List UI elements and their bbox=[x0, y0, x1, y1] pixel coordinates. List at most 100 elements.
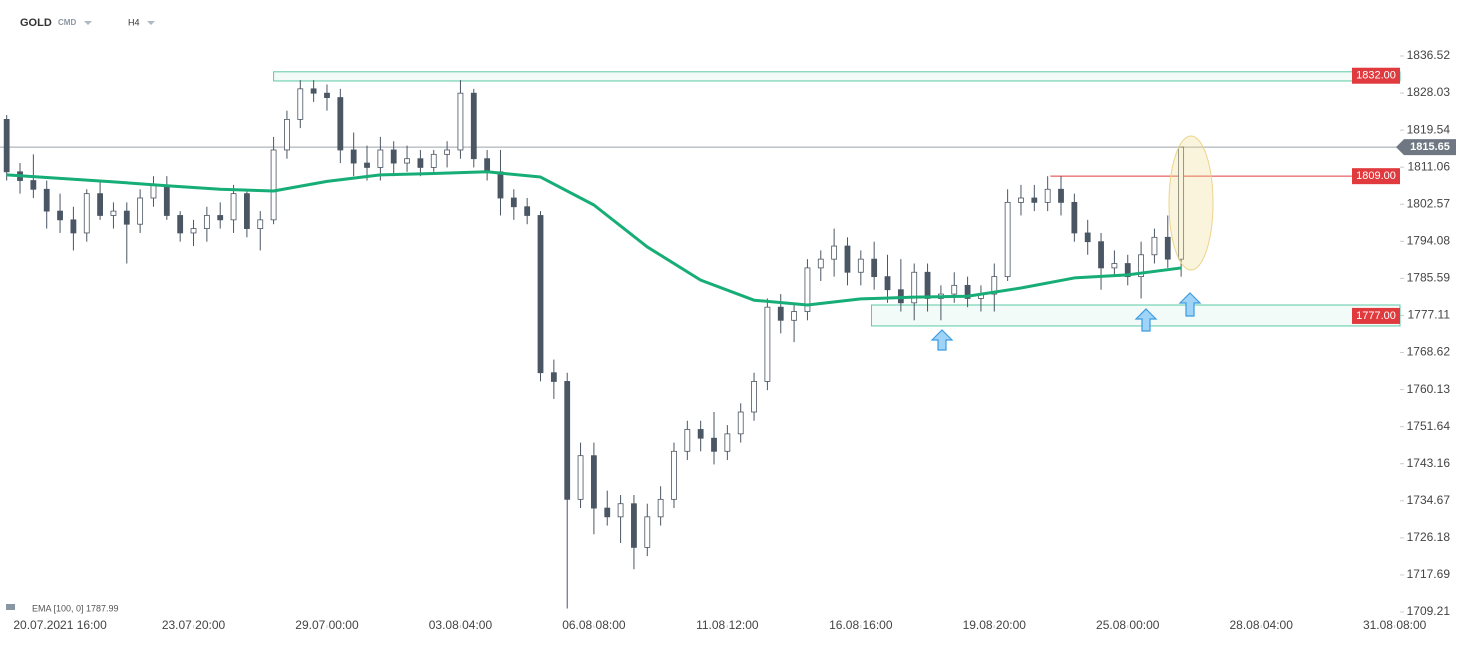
x-tick-label: 23.07 20:00 bbox=[162, 618, 226, 632]
candle-body bbox=[310, 88, 317, 94]
candle-body bbox=[284, 118, 290, 151]
candle-body bbox=[737, 411, 744, 435]
candle-body bbox=[871, 258, 878, 278]
candle-body bbox=[203, 215, 210, 229]
indicator-label: EMA [100, 0] 1787.99 bbox=[32, 603, 119, 613]
highlight bbox=[1168, 135, 1214, 271]
candle-body bbox=[697, 429, 704, 439]
level-label: 1777.00 bbox=[1356, 310, 1396, 322]
candle-body bbox=[1018, 197, 1024, 203]
candle-body bbox=[364, 162, 370, 168]
candle-body bbox=[1031, 197, 1038, 203]
candle-body bbox=[497, 171, 504, 199]
candle-body bbox=[991, 276, 998, 295]
y-tick-label: 1785.59 bbox=[1407, 271, 1451, 285]
dropdown-arrow[interactable] bbox=[147, 21, 155, 25]
candle-body bbox=[684, 429, 691, 452]
candle-body bbox=[604, 507, 611, 518]
candle-body bbox=[1084, 232, 1091, 243]
candle-body bbox=[350, 149, 357, 164]
candle-body bbox=[404, 158, 410, 164]
x-tick-label: 28.08 04:00 bbox=[1229, 618, 1293, 632]
candle-body bbox=[390, 149, 397, 164]
level-label: 1832.00 bbox=[1356, 70, 1396, 82]
candle-body bbox=[337, 97, 344, 151]
candle-body bbox=[43, 188, 50, 212]
candle-body bbox=[3, 118, 10, 173]
candle-body bbox=[484, 158, 491, 173]
y-tick-label: 1726.18 bbox=[1407, 530, 1451, 544]
zone bbox=[870, 304, 1401, 327]
plot-area: 1836.52 1828.03 1819.54 1811.06 1802.57 1794.… bbox=[0, 48, 1456, 632]
symbol[interactable]: GOLD bbox=[20, 17, 52, 29]
timeframe[interactable]: H4 bbox=[128, 17, 140, 27]
candle-body bbox=[377, 149, 384, 168]
x-tick-label: 31.08 08:00 bbox=[1363, 618, 1427, 632]
up-arrow bbox=[1178, 292, 1202, 317]
candle-body bbox=[177, 215, 184, 234]
candle-body bbox=[764, 306, 771, 382]
candle-body bbox=[751, 381, 757, 413]
y-tick-label: 1794.08 bbox=[1407, 234, 1451, 248]
candle-body bbox=[244, 193, 250, 229]
market: CMD bbox=[58, 18, 76, 27]
candle-body bbox=[123, 210, 130, 225]
candle-body bbox=[644, 516, 651, 548]
candle-body bbox=[1111, 263, 1118, 269]
candle-body bbox=[724, 433, 731, 452]
candle-body bbox=[951, 284, 958, 295]
candle-body bbox=[671, 450, 677, 500]
candle-body bbox=[831, 245, 838, 260]
level-tag bbox=[1352, 168, 1400, 185]
candle-body bbox=[297, 88, 304, 120]
candle-body bbox=[657, 498, 664, 518]
candle-body bbox=[510, 197, 517, 208]
y-tick-label: 1777.11 bbox=[1408, 308, 1451, 322]
y-tick-label: 1709.21 bbox=[1407, 604, 1451, 618]
x-tick-label: 20.07.2021 16:00 bbox=[13, 618, 107, 632]
candle-body bbox=[791, 311, 797, 321]
x-tick-label: 03.08 04:00 bbox=[429, 618, 493, 632]
y-tick-label: 1836.52 bbox=[1407, 48, 1451, 62]
y-tick-label: 1751.64 bbox=[1407, 419, 1451, 433]
candle-body bbox=[1044, 188, 1051, 203]
candle-body bbox=[884, 276, 891, 291]
y-tick-label: 1828.03 bbox=[1407, 85, 1451, 99]
candle-body bbox=[857, 258, 864, 273]
candle-body bbox=[57, 210, 63, 221]
candle-body bbox=[1164, 236, 1171, 260]
candle-body bbox=[97, 193, 103, 216]
candle-body bbox=[430, 153, 437, 168]
dropdown-arrow[interactable] bbox=[84, 21, 92, 25]
x-tick-label: 25.08 00:00 bbox=[1096, 618, 1160, 632]
candle-body bbox=[804, 267, 811, 312]
candle-body bbox=[631, 503, 637, 548]
y-tick-label: 1760.13 bbox=[1407, 382, 1451, 396]
y-tick-label: 1819.54 bbox=[1407, 122, 1451, 136]
last-price-label: 1815.65 bbox=[1410, 141, 1450, 153]
candle-body bbox=[1071, 201, 1078, 234]
y-tick-label: 1743.16 bbox=[1407, 456, 1451, 470]
x-tick-label: 11.08 12:00 bbox=[696, 618, 759, 632]
x-tick-label: 16.08 16:00 bbox=[829, 618, 893, 632]
candle-body bbox=[817, 258, 824, 269]
indicator-icon bbox=[6, 604, 15, 610]
candle-body bbox=[777, 306, 784, 321]
candle-body bbox=[1178, 146, 1185, 260]
x-tick-label: 19.08 20:00 bbox=[963, 618, 1027, 632]
candle-body bbox=[1151, 236, 1158, 256]
candle-body bbox=[590, 455, 597, 509]
y-tick-label: 1734.67 bbox=[1407, 493, 1451, 507]
y-tick-label: 1802.57 bbox=[1407, 196, 1451, 210]
y-tick-label: 1717.69 bbox=[1407, 567, 1451, 581]
candle-body bbox=[457, 92, 464, 151]
candle-body bbox=[1098, 241, 1104, 269]
candle-body bbox=[444, 149, 450, 155]
candle-body bbox=[83, 193, 90, 234]
candle-body bbox=[711, 437, 717, 452]
candle-body bbox=[1124, 263, 1131, 278]
ema-line bbox=[6, 170, 1182, 307]
level-tag bbox=[1352, 307, 1400, 324]
up-arrow bbox=[1134, 308, 1158, 332]
